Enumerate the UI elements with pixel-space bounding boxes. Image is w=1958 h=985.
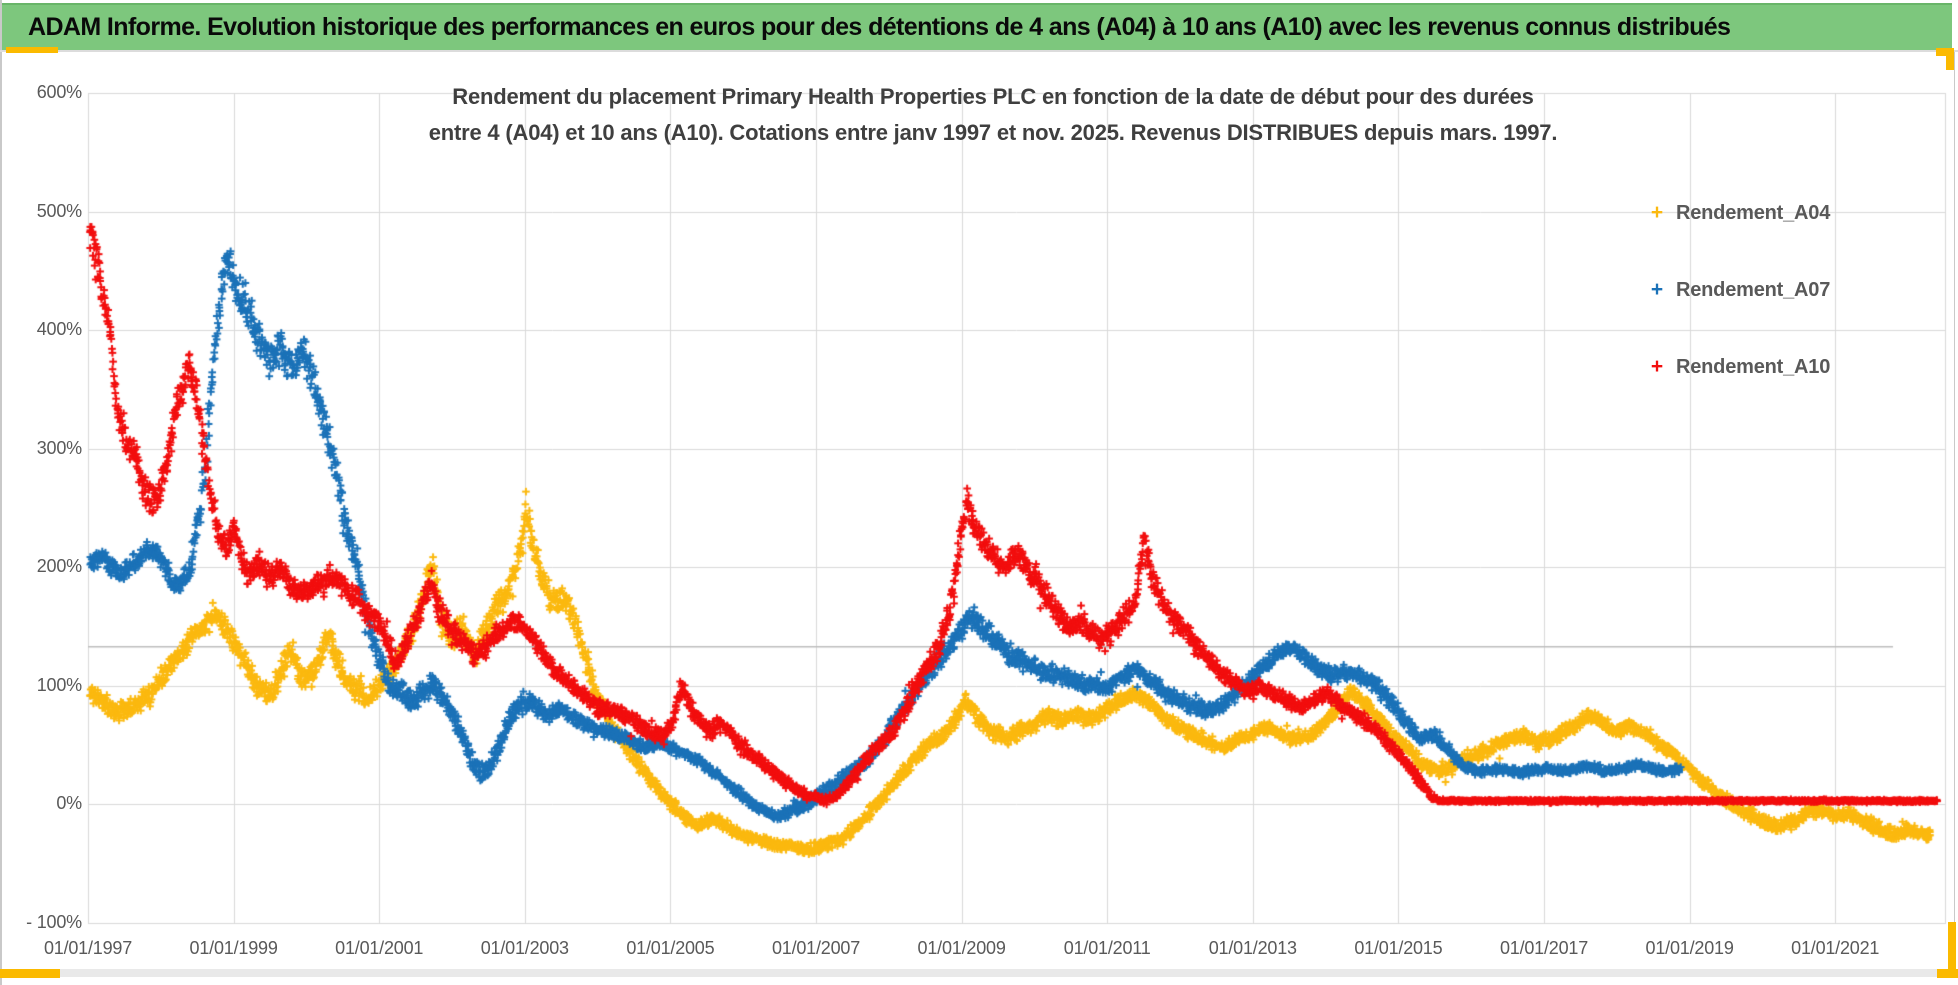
x-tick-label: 01/01/2011: [1063, 938, 1151, 958]
header-title: ADAM Informe. Evolution historique des p…: [28, 13, 1731, 41]
x-tick-label: 01/01/2021: [1791, 938, 1880, 958]
x-tick-label: 01/01/2005: [626, 938, 715, 958]
x-tick-label: 01/01/2013: [1208, 938, 1297, 958]
legend-label-a07: Rendement_A07: [1676, 278, 1831, 301]
legend-item-a04[interactable]: + Rendement_A04: [1648, 198, 1830, 228]
gold-accent-top-left: [6, 47, 58, 53]
chart-title-line1: Rendement du placement Primary Health Pr…: [452, 84, 1534, 109]
gold-accent-bottom-right-edge: [1948, 922, 1956, 977]
gold-accent-bottom-right: [1937, 969, 1958, 978]
x-tick-label: 01/01/2001: [335, 938, 424, 958]
chart-title-line2: entre 4 (A04) et 10 ans (A10). Cotations…: [428, 120, 1558, 145]
gold-accent-bottom-left: [0, 969, 60, 978]
right-column-border: [1954, 51, 1955, 969]
plus-marker-icon: +: [1650, 278, 1664, 301]
left-border: [0, 0, 2, 985]
x-tick-label: 01/01/1999: [189, 938, 278, 958]
x-tick-label: 01/01/2017: [1499, 938, 1589, 958]
x-tick-label: 01/01/2003: [480, 938, 569, 958]
y-tick-label: 200%: [36, 556, 82, 577]
x-tick-label: 01/01/2009: [917, 938, 1006, 958]
legend-item-a10[interactable]: + Rendement_A10: [1648, 352, 1830, 382]
header-divider: [0, 50, 1958, 52]
bottom-scroll-strip[interactable]: [0, 969, 1958, 977]
x-tick-label: 01/01/2015: [1354, 938, 1443, 958]
gold-accent-top-right-edge: [1946, 48, 1954, 70]
legend-label-a04: Rendement_A04: [1676, 201, 1831, 224]
plus-marker-icon: +: [1650, 355, 1664, 378]
y-tick-label: 300%: [36, 437, 82, 458]
legend-item-a07[interactable]: + Rendement_A07: [1648, 275, 1830, 305]
y-tick-label: 400%: [36, 319, 82, 340]
y-tick-label: 600%: [36, 82, 82, 102]
y-tick-label: 100%: [36, 674, 82, 695]
header-banner: ADAM Informe. Evolution historique des p…: [2, 3, 1952, 50]
chart-title: Rendement du placement Primary Health Pr…: [88, 79, 1898, 151]
x-tick-label: 01/01/2019: [1645, 938, 1734, 958]
legend-label-a10: Rendement_A10: [1676, 355, 1831, 378]
gold-accent-top-right: [1936, 48, 1954, 56]
x-tick-label: 01/01/1997: [43, 938, 133, 958]
y-tick-label: 500%: [36, 200, 82, 221]
y-tick-label: 0%: [56, 793, 82, 814]
y-tick-label: - 100%: [26, 912, 82, 932]
plus-marker-icon: +: [1650, 201, 1664, 224]
x-tick-label: 01/01/2007: [771, 938, 861, 958]
